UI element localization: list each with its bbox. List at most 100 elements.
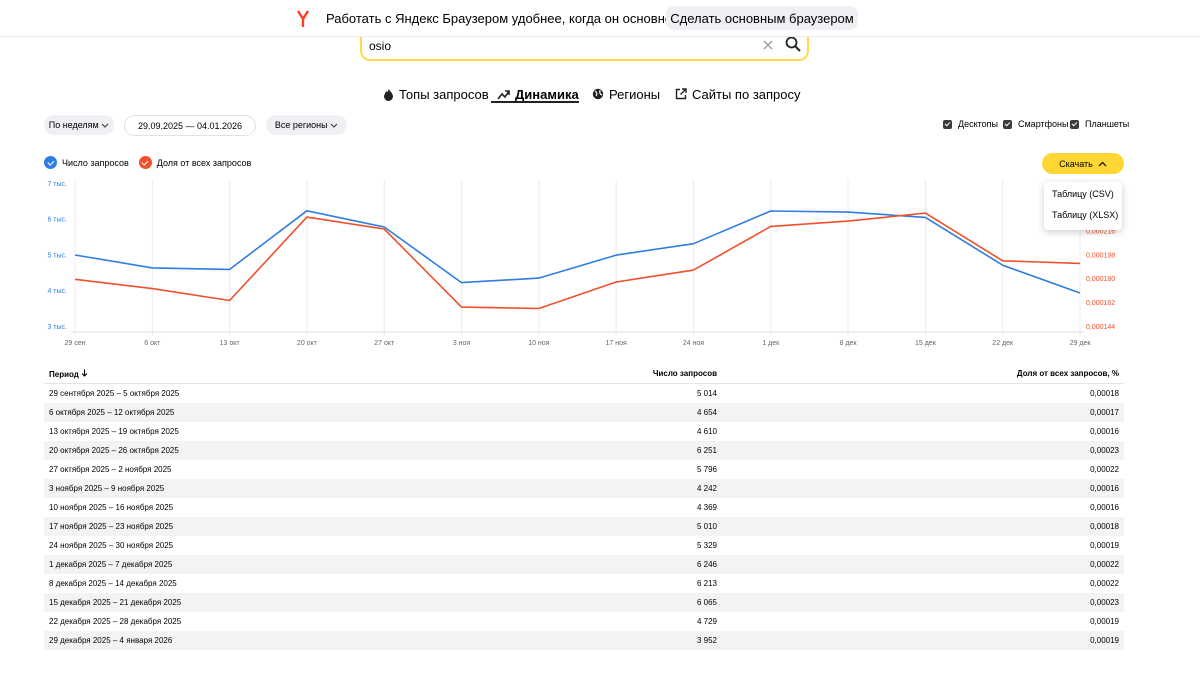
y2-tick-label: 0,000180 (1086, 276, 1115, 283)
header-cell[interactable]: Период (49, 369, 88, 379)
table-cell: 4 369 (696, 503, 717, 512)
legend-marker (44, 156, 57, 169)
y2-tick-label: 0,000162 (1086, 300, 1115, 307)
table-row: 1 декабря 2025 – 7 декабря 2025 6 246 0,00… (44, 555, 1124, 574)
table-cell: 0,00022 (1090, 579, 1119, 588)
table-cell: 0,00022 (1090, 560, 1119, 569)
table-cell: 5 329 (696, 541, 717, 550)
table-row: 17 ноября 2025 – 23 ноября 2025 5 010 0,00… (44, 517, 1124, 536)
y-tick-label: 7 тыс. (47, 181, 67, 188)
table-row: 24 ноября 2025 – 30 ноября 2025 5 329 0,00… (44, 536, 1124, 555)
table-cell: 0,00019 (1090, 617, 1119, 626)
x-tick-label: 6 окт (144, 340, 161, 347)
menu-item[interactable]: Таблицу (XLSX) (1052, 210, 1119, 220)
device-label: Смартфоны (1018, 119, 1069, 129)
menu-item[interactable]: Таблицу (CSV) (1052, 189, 1114, 199)
table-cell: 5 014 (696, 389, 717, 398)
download-button[interactable]: Скачать (1042, 153, 1124, 174)
x-tick-label: 20 окт (297, 340, 318, 347)
data-table: Период Число запросов Доля от всех запро… (44, 364, 1124, 650)
legend-label: Число запросов (62, 157, 129, 168)
table-cell: 0,00023 (1090, 598, 1119, 607)
search-query: osio (369, 39, 392, 53)
table-cell: 13 октября 2025 – 19 октября 2025 (49, 427, 179, 436)
sort-arrow (81, 369, 88, 377)
table-cell: 0,00016 (1090, 503, 1119, 512)
table-header: Период Число запросов Доля от всех запро… (44, 364, 1124, 384)
table-row: 29 декабря 2025 – 4 января 2026 3 952 0,00… (44, 631, 1124, 650)
table-cell: 3 ноября 2025 – 9 ноября 2025 (49, 484, 165, 493)
make-default-button[interactable]: Сделать основным браузером (666, 6, 858, 30)
date-range[interactable]: 29.09.2025 — 04.01.2026 (124, 115, 256, 136)
table-row: 6 октября 2025 – 12 октября 2025 4 654 0,0… (44, 403, 1124, 422)
table-cell: 5 010 (696, 522, 717, 531)
table-cell: 4 610 (696, 427, 717, 436)
device-checkbox[interactable]: Планшеты (1070, 119, 1129, 129)
search-icon[interactable] (785, 36, 801, 52)
table-row: 20 октября 2025 – 26 октября 2025 6 251 0,… (44, 441, 1124, 460)
table-row: 15 декабря 2025 – 21 декабря 2025 6 065 0,… (44, 593, 1124, 612)
chevron-up (1098, 161, 1107, 166)
y-tick-label: 5 тыс. (47, 252, 67, 259)
download-label: Скачать (1059, 158, 1093, 169)
legend-item[interactable]: Доля от всех запросов (138, 156, 252, 169)
period-select[interactable]: По неделям (44, 115, 114, 135)
tab[interactable]: Сайты по запросу (675, 86, 801, 102)
series-line (74, 210, 1081, 294)
device-label: Планшеты (1085, 119, 1130, 129)
table-cell: 15 декабря 2025 – 21 декабря 2025 (49, 598, 182, 607)
table-cell: 0,00017 (1090, 408, 1119, 417)
table-row: 27 октября 2025 – 2 ноября 2025 5 796 0,00… (44, 460, 1124, 479)
chevron (330, 123, 338, 128)
download-menu: Таблицу (CSV) Таблицу (XLSX) (1044, 182, 1122, 230)
table-cell: 27 октября 2025 – 2 ноября 2025 (49, 465, 172, 474)
globe-icon (592, 88, 604, 100)
legend: Число запросов Доля от всех запросов (44, 156, 251, 169)
device-checkbox[interactable]: Десктопы (943, 119, 998, 129)
table-cell: 0,00018 (1090, 389, 1119, 398)
legend-marker (138, 156, 152, 169)
table-cell: 0,00023 (1090, 446, 1119, 455)
chevron (101, 123, 109, 128)
table-cell: 6 октября 2025 – 12 октября 2025 (49, 408, 175, 417)
tab[interactable]: Топы запросов (383, 86, 489, 102)
x-tick-label: 24 ноя (683, 340, 704, 347)
table-row: 8 декабря 2025 – 14 декабря 2025 6 213 0,0… (44, 574, 1124, 593)
table-cell: 1 декабря 2025 – 7 декабря 2025 (49, 560, 173, 569)
legend-label: Доля от всех запросов (156, 157, 252, 168)
table-row: 29 сентября 2025 – 5 октября 2025 5 014 0,… (44, 384, 1124, 403)
tab-label: Сайты по запросу (692, 86, 801, 102)
fire-icon (384, 88, 393, 101)
banner-text: Работать с Яндекс Браузером удобнее, ког… (326, 11, 680, 26)
table-row: 13 октября 2025 – 19 октября 2025 4 610 0,… (44, 422, 1124, 441)
device-label: Десктопы (958, 119, 999, 129)
yandex-logo (296, 10, 310, 27)
table-row: 10 ноября 2025 – 16 ноября 2025 4 369 0,00… (44, 498, 1124, 517)
tab-label: Регионы (609, 86, 661, 102)
table-row: 22 декабря 2025 – 28 декабря 2025 4 729 0,… (44, 612, 1124, 631)
tab-label: Топы запросов (399, 86, 489, 102)
x-tick-label: 22 дек (992, 340, 1014, 347)
table-cell: 22 декабря 2025 – 28 декабря 2025 (49, 617, 182, 626)
tab-underline (491, 101, 579, 103)
y2-tick-label: 0,000144 (1086, 324, 1115, 331)
x-tick-label: 27 окт (374, 340, 395, 347)
legend-item[interactable]: Число запросов (44, 156, 129, 169)
header-cell: Число запросов (652, 369, 717, 378)
clear-icon[interactable] (762, 39, 774, 51)
table-cell: 4 729 (696, 617, 717, 626)
table-cell: 6 065 (696, 598, 717, 607)
tab[interactable]: Регионы (592, 86, 660, 102)
device-checkbox[interactable]: Смартфоны (1003, 119, 1068, 129)
y-tick-label: 4 тыс. (47, 288, 67, 295)
table-cell: 0,00016 (1090, 427, 1119, 436)
tab-active[interactable]: Динамика (497, 86, 579, 102)
table-cell: 24 ноября 2025 – 30 ноября 2025 (49, 541, 174, 550)
region-select[interactable]: Все регионы (266, 115, 347, 135)
series-line (74, 212, 1081, 310)
table-cell: 0,00016 (1090, 484, 1119, 493)
period-label: По неделям (48, 120, 99, 130)
chart: 29 сен 6 окт 13 окт 20 окт 27 окт 3 ноя 10 ноя… (47, 180, 1115, 347)
header-cell: Доля от всех запросов, % (1016, 369, 1119, 378)
table-cell: 17 ноября 2025 – 23 ноября 2025 (49, 522, 174, 531)
